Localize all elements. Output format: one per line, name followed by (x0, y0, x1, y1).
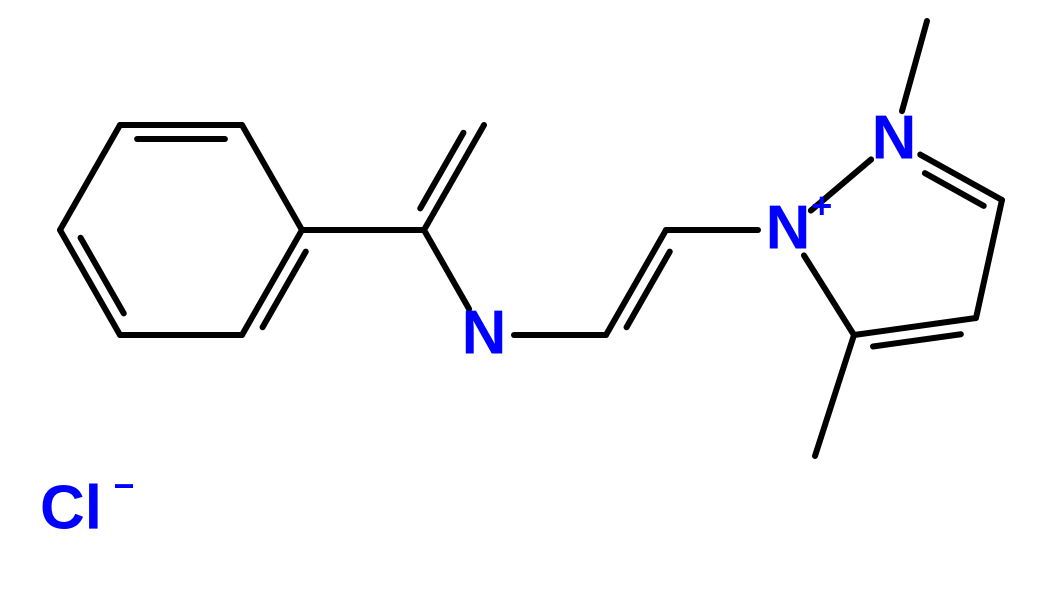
bond-C7-N8 (424, 230, 469, 309)
bond-C12-C17 (815, 335, 854, 456)
atom-charge-Cl: − (113, 465, 134, 506)
atom-label-N8: N (462, 298, 507, 367)
bond-N15-C16 (902, 21, 927, 111)
bond-C1-C2 (60, 230, 120, 335)
bond-N11-C12 (804, 255, 854, 335)
atom-N11: N+ (766, 185, 833, 263)
atom-label-Cl: Cl (40, 473, 102, 542)
atom-N15: N (872, 103, 917, 172)
atom-label-N15: N (872, 103, 917, 172)
bond-C6-C1 (60, 125, 120, 230)
atom-label-N11: N (766, 193, 811, 262)
bond-C3-C4 (242, 230, 302, 335)
atom-Cl: Cl− (40, 465, 134, 543)
atom-N8: N (462, 298, 507, 367)
bond-C7-C8 (424, 125, 484, 230)
bond-inner-C12-C13 (873, 334, 961, 346)
atom-charge-N11: + (811, 185, 832, 226)
bond-C13-C14 (976, 200, 1002, 318)
bond-C9-C10 (606, 230, 666, 335)
bond-C4-C5 (242, 125, 302, 230)
bond-inner-C14-N15 (925, 173, 984, 206)
